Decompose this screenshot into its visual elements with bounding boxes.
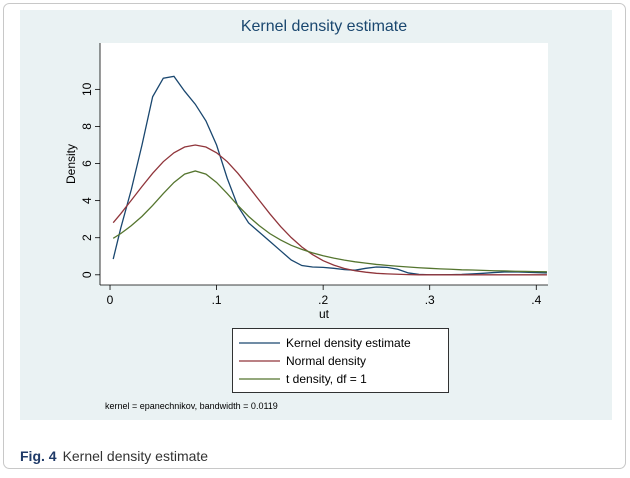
density-line bbox=[112, 170, 547, 273]
chart-title: Kernel density estimate bbox=[241, 18, 407, 35]
density-line bbox=[112, 144, 547, 276]
x-tick-label: .2 bbox=[318, 293, 328, 307]
note: kernel = epanechnikov, bandwidth = 0.011… bbox=[105, 401, 278, 411]
legend-label: t density, df = 1 bbox=[286, 372, 367, 386]
y-tick-label: 10 bbox=[80, 82, 94, 96]
legend-label: Kernel density estimate bbox=[286, 336, 411, 350]
caption-text: Kernel density estimate bbox=[63, 448, 209, 464]
legend-label: Normal density bbox=[286, 354, 366, 368]
caption-label: Fig. 4 bbox=[20, 448, 57, 464]
x-axis-title: ut bbox=[319, 307, 330, 321]
caption: Fig. 4 Kernel density estimate bbox=[20, 448, 208, 464]
y-tick-label: 8 bbox=[80, 123, 94, 130]
y-tick-label: 6 bbox=[80, 160, 94, 167]
x-tick-label: .4 bbox=[531, 293, 541, 307]
x-tick-label: 0 bbox=[107, 293, 114, 307]
x-tick-label: .1 bbox=[212, 293, 222, 307]
y-tick-label: 0 bbox=[80, 271, 94, 278]
density-line bbox=[112, 75, 547, 276]
y-tick-label: 2 bbox=[80, 234, 94, 241]
y-axis-title: Density bbox=[64, 144, 78, 184]
plot-region bbox=[100, 43, 548, 285]
x-tick-label: .3 bbox=[425, 293, 435, 307]
y-tick-label: 4 bbox=[80, 197, 94, 204]
